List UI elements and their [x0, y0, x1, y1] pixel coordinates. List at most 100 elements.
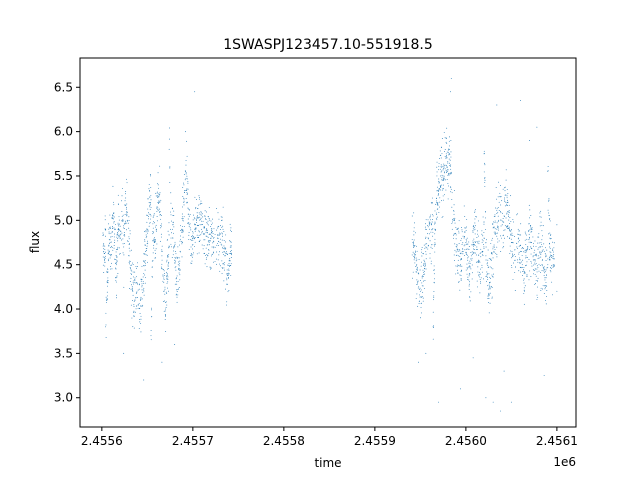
data-point	[535, 246, 537, 247]
data-point	[161, 225, 162, 227]
data-point	[530, 276, 532, 277]
data-point	[158, 203, 159, 205]
data-point	[157, 184, 159, 186]
data-point	[222, 206, 224, 208]
data-point	[154, 239, 156, 241]
data-point	[118, 203, 120, 205]
data-point	[194, 218, 196, 220]
data-point	[117, 248, 119, 250]
data-point	[440, 171, 442, 173]
data-point	[490, 277, 492, 279]
data-point	[510, 242, 512, 243]
data-point	[172, 221, 174, 223]
data-point	[216, 263, 218, 265]
data-point	[469, 300, 471, 302]
data-point	[455, 265, 457, 267]
data-point	[490, 258, 492, 260]
data-point	[112, 226, 114, 227]
data-point	[183, 184, 185, 186]
data-point	[443, 180, 445, 182]
x-tick-label: 2.4558	[263, 434, 305, 448]
chart-title: 1SWASPJ123457.10-551918.5	[223, 37, 432, 53]
data-point	[413, 230, 415, 232]
data-point	[419, 269, 421, 271]
data-point	[501, 200, 503, 202]
data-point	[194, 237, 196, 239]
plot-area-frame	[79, 57, 577, 428]
data-point	[446, 169, 448, 171]
data-point	[534, 240, 536, 242]
data-point	[424, 268, 426, 270]
data-point	[461, 227, 462, 229]
data-point	[147, 230, 149, 232]
data-point	[173, 226, 175, 228]
data-point	[465, 269, 467, 271]
data-point	[445, 164, 447, 166]
data-point	[500, 211, 501, 212]
data-point	[412, 243, 414, 245]
data-point	[445, 153, 447, 155]
data-point	[199, 213, 201, 215]
data-point	[472, 227, 474, 229]
data-point	[161, 223, 163, 225]
data-point	[431, 202, 433, 204]
data-point	[514, 271, 516, 273]
data-point	[226, 277, 228, 279]
data-point	[546, 267, 548, 269]
data-point	[532, 264, 534, 266]
data-point	[112, 215, 114, 217]
data-point	[132, 290, 134, 291]
data-point	[430, 260, 432, 262]
data-point	[178, 287, 180, 288]
data-point	[154, 240, 156, 242]
data-point	[473, 229, 475, 231]
data-point	[513, 262, 515, 264]
data-point	[549, 220, 551, 222]
data-point	[189, 227, 191, 229]
data-point	[487, 262, 488, 264]
data-point	[104, 265, 106, 267]
data-point	[532, 256, 534, 258]
data-point	[549, 243, 551, 245]
data-point	[131, 317, 133, 319]
data-point	[144, 253, 146, 255]
data-point	[228, 265, 230, 266]
data-point	[448, 174, 450, 176]
data-point	[531, 262, 533, 264]
data-point	[447, 173, 449, 175]
data-point	[222, 251, 224, 253]
data-point	[411, 277, 413, 279]
data-point	[504, 194, 506, 196]
data-point	[179, 244, 180, 246]
data-point	[451, 192, 453, 194]
data-point	[130, 273, 132, 274]
data-point	[185, 164, 187, 166]
data-point	[413, 227, 415, 229]
data-point	[468, 275, 470, 277]
data-point	[434, 251, 436, 253]
data-point	[173, 246, 175, 248]
data-point	[528, 239, 530, 241]
data-point	[193, 217, 195, 219]
data-point	[416, 259, 418, 261]
data-point	[491, 239, 493, 241]
data-point	[221, 273, 223, 274]
data-point	[424, 226, 426, 228]
data-point	[469, 265, 471, 267]
data-point	[556, 224, 558, 226]
data-point	[148, 218, 149, 220]
data-point	[117, 273, 119, 274]
data-point	[513, 254, 515, 255]
data-point	[210, 226, 212, 227]
data-point	[117, 228, 119, 230]
data-point	[553, 247, 555, 249]
data-point	[418, 361, 419, 363]
data-point	[494, 233, 496, 235]
data-point	[460, 278, 462, 280]
data-point	[157, 207, 159, 209]
data-point	[149, 206, 151, 208]
data-point	[136, 291, 138, 293]
data-point	[155, 226, 156, 228]
data-point	[535, 268, 536, 270]
data-point	[427, 219, 429, 221]
